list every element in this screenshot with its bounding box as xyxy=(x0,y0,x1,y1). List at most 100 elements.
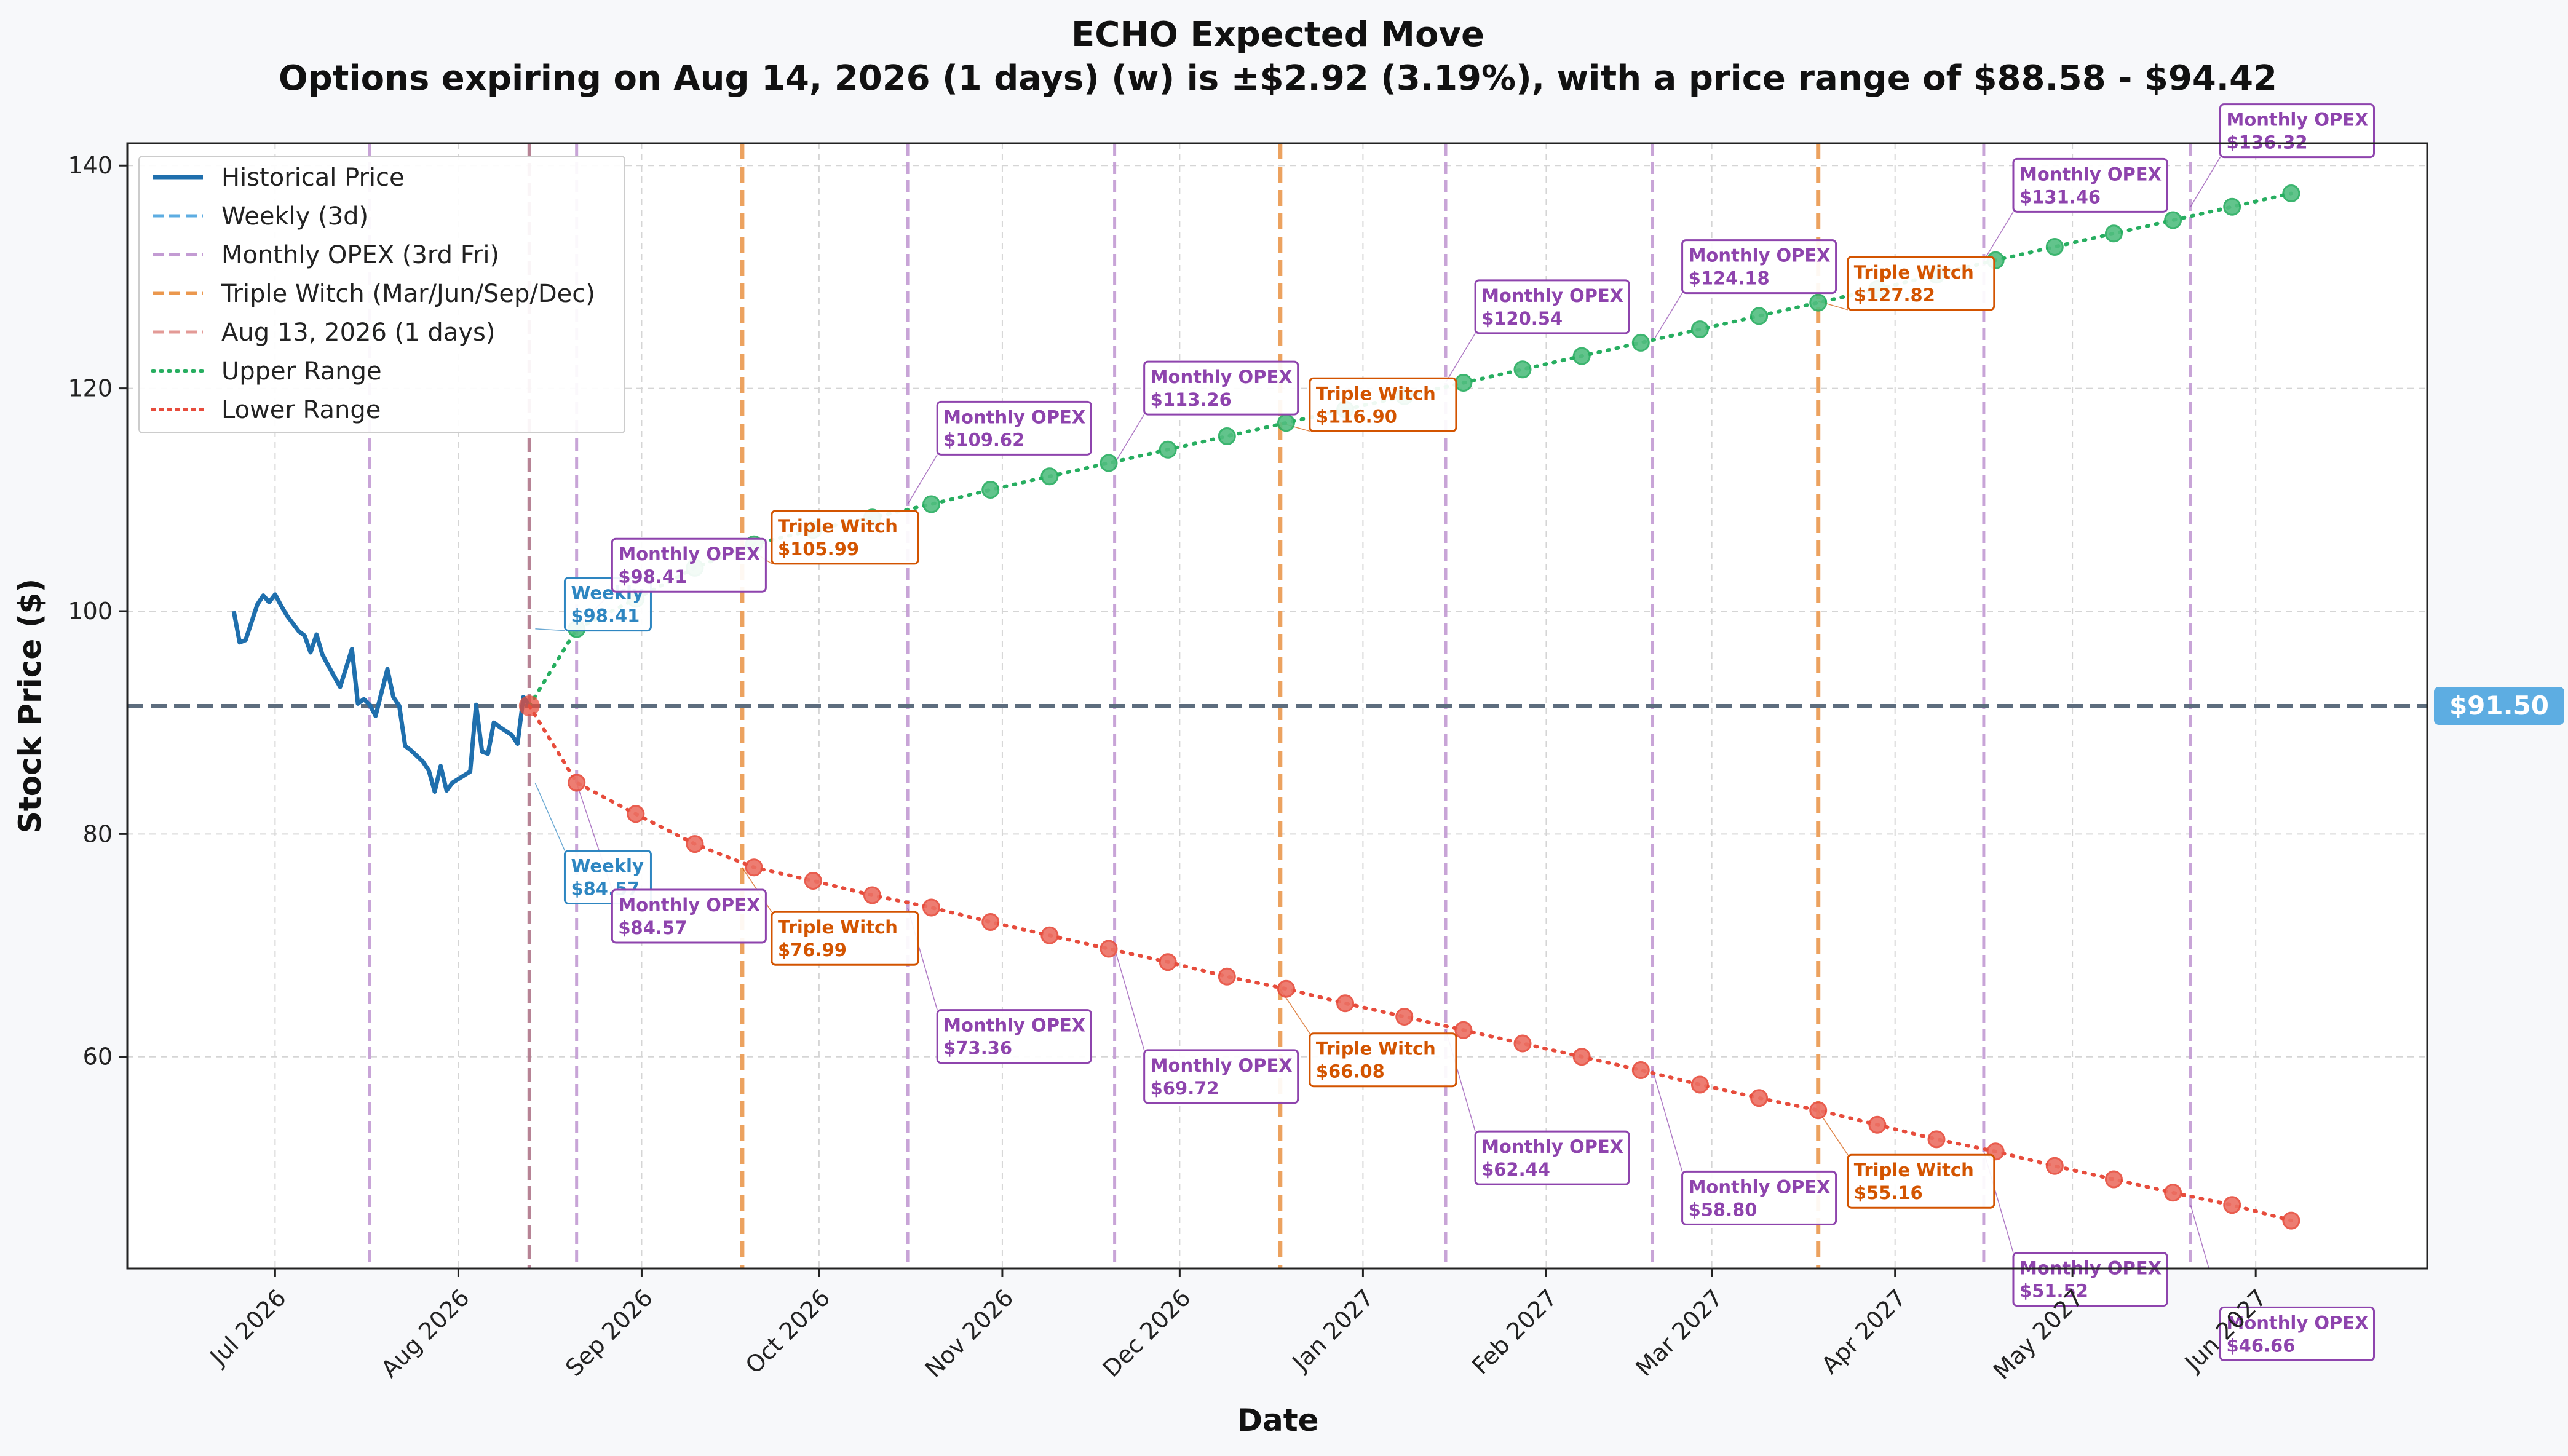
chart-title: ECHO Expected Move xyxy=(1071,15,1484,55)
annotation-value: $62.44 xyxy=(1481,1159,1550,1180)
annotation-value: $84.57 xyxy=(618,917,687,938)
annotation-value: $51.52 xyxy=(2019,1281,2088,1302)
annotation-triple: Triple Witch$55.16 xyxy=(1847,1153,1995,1209)
lower-range-point xyxy=(686,835,704,853)
upper-range-point xyxy=(1690,320,1709,339)
upper-range-point xyxy=(922,495,941,513)
upper-range-point xyxy=(2104,224,2123,243)
annotation-name: Monthly OPEX xyxy=(618,895,760,916)
upper-range-point xyxy=(2223,197,2241,216)
annotation-monthly: Monthly OPEX$98.41 xyxy=(611,537,767,593)
annotation-value: $124.18 xyxy=(1689,268,1770,289)
lower-range-point xyxy=(922,898,941,917)
annotation-monthly: Monthly OPEX$69.72 xyxy=(1143,1049,1299,1104)
annotation-box xyxy=(2012,1252,2168,1307)
annotation-box xyxy=(771,911,919,966)
series-markers xyxy=(518,184,2300,1230)
annotation-value: $66.08 xyxy=(1316,1061,1385,1082)
lower-range-point xyxy=(1750,1089,1769,1107)
annotation-value: $105.99 xyxy=(778,539,859,560)
annotation-monthly: Monthly OPEX$109.62 xyxy=(936,400,1092,456)
annotation-box xyxy=(771,510,919,565)
lower-range-point xyxy=(1100,940,1118,958)
annotation-triple: Triple Witch$76.99 xyxy=(771,911,919,966)
x-tick-label: Feb 2027 xyxy=(1467,1284,1563,1380)
annotation-box xyxy=(1847,1153,1995,1209)
annotation-box xyxy=(1847,256,1995,311)
lower-range-point xyxy=(745,858,763,877)
chart-subtitle: Options expiring on Aug 14, 2026 (1 days… xyxy=(279,58,2277,98)
annotation-value: $98.41 xyxy=(618,566,687,587)
annotation-name: Monthly OPEX xyxy=(943,406,1085,427)
lower-range-point xyxy=(2164,1184,2182,1202)
annotation-name: Monthly OPEX xyxy=(618,544,760,564)
annotation-leader xyxy=(2190,1205,2209,1268)
legend-label: Triple Witch (Mar/Jun/Sep/Dec) xyxy=(221,280,595,308)
lower-range-point xyxy=(1336,994,1355,1013)
annotation-leader xyxy=(1114,414,1145,464)
upper-range-point xyxy=(2045,238,2064,256)
annotation-box xyxy=(936,400,1092,456)
upper-range-point xyxy=(1454,374,1473,392)
annotation-name: Monthly OPEX xyxy=(2019,164,2162,184)
annotation-name: Monthly OPEX xyxy=(2226,109,2368,130)
y-axis-label: Stock Price ($) xyxy=(12,579,48,833)
upper-range-point xyxy=(1277,414,1295,432)
lower-range-point xyxy=(2045,1157,2064,1175)
annotation-leader xyxy=(1983,211,2014,261)
annotation-monthly: Monthly OPEX$51.52 xyxy=(2012,1252,2168,1307)
annotation-box xyxy=(1143,360,1299,416)
upper-range-point xyxy=(1218,427,1236,446)
lower-range-point xyxy=(1218,967,1236,986)
annotation-value: $76.99 xyxy=(778,940,847,960)
annotation-monthly: Monthly OPEX$84.57 xyxy=(611,888,767,944)
upper-range-point xyxy=(1750,307,1769,325)
lower-range-point xyxy=(2223,1196,2241,1214)
annotation-name: Monthly OPEX xyxy=(1151,1055,1293,1076)
lower-range-point xyxy=(2282,1211,2300,1230)
annotation-name: Monthly OPEX xyxy=(2226,1312,2368,1333)
annotation-leader xyxy=(1114,948,1145,1051)
annotation-box xyxy=(611,537,767,593)
lower-range-point xyxy=(1809,1101,1828,1120)
annotation-leader xyxy=(2190,157,2221,207)
upper-range-point xyxy=(1100,454,1118,472)
annotation-name: Triple Witch xyxy=(778,917,898,938)
annotation-name: Monthly OPEX xyxy=(1481,285,1623,306)
lower-range-point xyxy=(981,913,1000,932)
lower-range-point xyxy=(804,871,822,890)
annotation-monthly: Monthly OPEX$46.66 xyxy=(2219,1306,2375,1361)
annotation-box xyxy=(936,1009,1092,1064)
upper-range-point xyxy=(1631,333,1650,352)
annotation-box xyxy=(611,888,767,944)
legend-label: Historical Price xyxy=(221,164,405,192)
legend: Historical Price Weekly (3d) Monthly OPEX … xyxy=(138,156,625,433)
annotation-name: Monthly OPEX xyxy=(1689,245,1831,266)
annotation-triple: Triple Witch$105.99 xyxy=(771,510,919,565)
lower-range-point xyxy=(1040,926,1059,944)
annotation-leader xyxy=(1445,333,1476,383)
annotation-triple: Triple Witch$127.82 xyxy=(1847,256,1995,311)
annotation-value: $58.80 xyxy=(1689,1199,1758,1220)
upper-range-point xyxy=(981,480,1000,499)
current-price-marker xyxy=(518,695,540,716)
legend-label: Upper Range xyxy=(221,357,382,386)
annotation-triple: Triple Witch$66.08 xyxy=(1309,1032,1457,1088)
upper-range-point xyxy=(1809,293,1828,312)
annotation-box xyxy=(1143,1049,1299,1104)
lower-range-point xyxy=(2104,1170,2123,1189)
annotation-value: $109.62 xyxy=(943,429,1024,450)
x-tick-label: Mar 2027 xyxy=(1630,1284,1728,1382)
x-tick-label: Apr 2027 xyxy=(1817,1284,1912,1379)
lower-range-point xyxy=(1572,1048,1591,1066)
lower-range-point xyxy=(1454,1021,1473,1039)
x-tick-label: Sep 2026 xyxy=(560,1284,658,1382)
annotation-name: Triple Witch xyxy=(778,516,898,537)
annotation-monthly: Monthly OPEX$120.54 xyxy=(1474,279,1630,334)
lower-range-point xyxy=(1395,1008,1414,1026)
annotation-box xyxy=(2012,157,2168,213)
annotation-box xyxy=(1474,1130,1630,1185)
annotation-value: $46.66 xyxy=(2226,1335,2295,1356)
lower-range-point xyxy=(1631,1061,1650,1079)
